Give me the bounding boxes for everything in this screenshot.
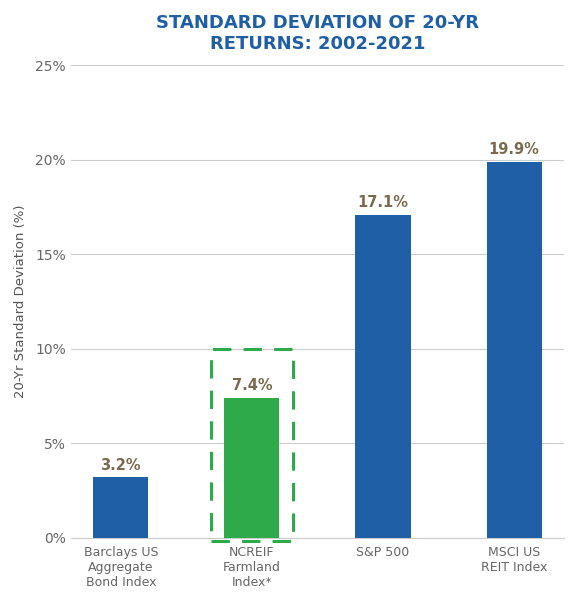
Text: 19.9%: 19.9% (489, 142, 540, 157)
Bar (93, 478, 149, 538)
Text: 3.2%: 3.2% (101, 458, 141, 473)
Bar (487, 162, 542, 538)
Text: 7.4%: 7.4% (232, 378, 272, 393)
Bar (212, 349, 292, 541)
Bar (224, 398, 279, 538)
Text: 17.1%: 17.1% (358, 195, 409, 210)
Y-axis label: 20-Yr Standard Deviation (%): 20-Yr Standard Deviation (%) (14, 205, 27, 399)
Title: STANDARD DEVIATION OF 20-YR
RETURNS: 2002-2021: STANDARD DEVIATION OF 20-YR RETURNS: 200… (156, 14, 479, 52)
Bar (355, 215, 410, 538)
